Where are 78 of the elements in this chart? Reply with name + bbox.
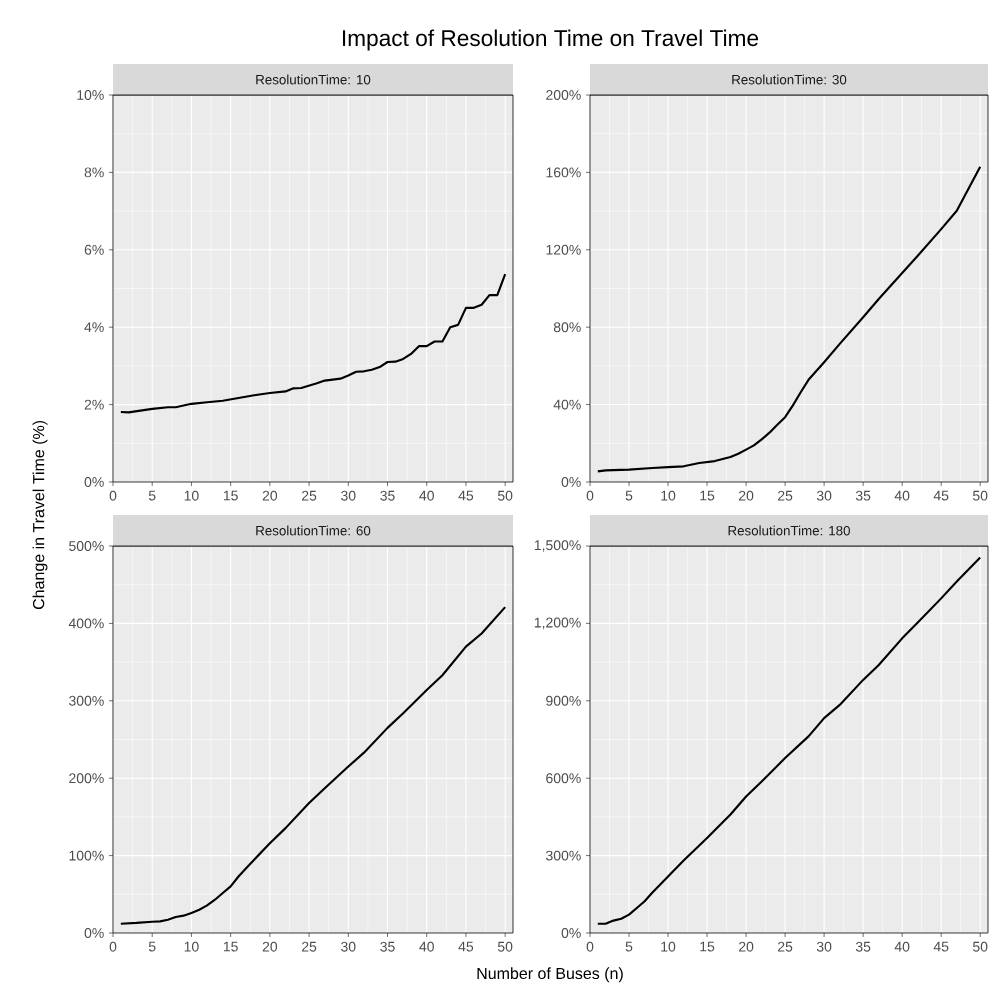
- x-tick-label: 10: [184, 490, 199, 501]
- x-tick-label: 35: [380, 490, 395, 501]
- y-tick-label: 4%: [84, 322, 104, 333]
- x-tick-label: 45: [933, 490, 949, 501]
- x-tick-label: 40: [894, 490, 910, 501]
- x-tick-label: 25: [302, 490, 317, 501]
- y-tick-label: 300%: [546, 850, 581, 861]
- y-tick-label: 300%: [69, 695, 104, 706]
- x-tick-label: 30: [341, 941, 356, 952]
- y-tick-label: 80%: [553, 322, 581, 333]
- x-tick-label: 30: [816, 490, 832, 501]
- x-tick-label: 15: [700, 490, 715, 501]
- chart-title: ResolutionTime: 60: [256, 525, 371, 536]
- x-tick-label: 20: [739, 941, 754, 952]
- y-tick-label: 100%: [69, 850, 104, 861]
- y-tick-label: 8%: [84, 167, 104, 178]
- x-tick-label: 5: [148, 490, 156, 501]
- x-tick-label: 5: [625, 941, 633, 952]
- x-tick-label: 40: [419, 941, 434, 952]
- x-tick-label: 30: [341, 490, 356, 501]
- y-tick-label: 1,500%: [534, 540, 581, 552]
- x-axis-title: Number of Buses (n): [477, 967, 623, 983]
- x-tick-label: 45: [458, 941, 474, 952]
- x-tick-label: 35: [380, 941, 395, 952]
- x-tick-label: 5: [625, 490, 633, 501]
- x-tick-label: 15: [700, 941, 715, 952]
- x-tick-label: 50: [497, 941, 513, 952]
- y-tick-label: 10%: [77, 90, 104, 100]
- y-tick-label: 120%: [546, 244, 581, 255]
- chart-title: ResolutionTime: 180: [728, 525, 850, 536]
- x-tick-label: 45: [458, 490, 474, 501]
- x-tick-label: 15: [223, 941, 238, 952]
- x-tick-label: 15: [223, 490, 238, 501]
- x-tick-label: 50: [497, 490, 513, 501]
- x-tick-label: 35: [855, 941, 871, 952]
- x-tick-label: 20: [262, 941, 278, 952]
- x-tick-label: 20: [262, 490, 278, 501]
- x-tick-label: 25: [778, 941, 793, 952]
- x-tick-label: 20: [739, 490, 754, 501]
- y-tick-label: 0%: [84, 928, 104, 938]
- line-series: [596, 165, 982, 473]
- y-tick-label: 900%: [546, 695, 581, 706]
- chart-title: ResolutionTime: 30: [732, 74, 847, 85]
- y-tick-label: 160%: [546, 167, 581, 178]
- x-tick-label: 35: [855, 490, 871, 501]
- x-tick-label: 50: [972, 490, 988, 501]
- y-tick-label: 2%: [84, 399, 104, 410]
- y-tick-label: 200%: [546, 90, 581, 100]
- y-tick-label: 1,200%: [534, 617, 581, 630]
- y-axis-title: Change in Travel Time (%): [32, 420, 48, 610]
- line-series: [596, 556, 982, 925]
- x-tick-label: 10: [661, 490, 676, 501]
- y-tick-label: 600%: [546, 773, 581, 784]
- x-tick-label: 25: [302, 941, 317, 952]
- y-tick-label: 500%: [69, 541, 104, 551]
- x-tick-label: 45: [933, 941, 949, 952]
- x-tick-label: 10: [184, 941, 199, 952]
- y-tick-label: 400%: [68, 618, 104, 629]
- y-tick-label: 0%: [561, 477, 581, 487]
- text: Impact of Resolution Time on Travel Time: [342, 29, 759, 51]
- x-tick-label: 0: [586, 941, 594, 952]
- x-tick-label: 30: [816, 941, 832, 952]
- x-tick-label: 10: [661, 941, 676, 952]
- y-tick-label: 0%: [561, 928, 581, 938]
- x-tick-label: 50: [972, 941, 988, 952]
- x-tick-label: 40: [894, 941, 910, 952]
- chart-title: ResolutionTime: 10: [256, 74, 371, 85]
- x-tick-label: 40: [419, 490, 434, 501]
- y-tick-label: 200%: [69, 773, 104, 784]
- line-series: [119, 606, 507, 925]
- x-tick-label: 25: [778, 490, 793, 501]
- x-tick-label: 0: [109, 941, 117, 952]
- x-tick-label: 0: [586, 490, 594, 501]
- x-tick-label: 5: [148, 941, 156, 952]
- x-tick-label: 0: [109, 490, 117, 501]
- y-tick-label: 40%: [553, 399, 581, 410]
- y-tick-label: 6%: [84, 244, 104, 255]
- y-tick-label: 0%: [84, 477, 104, 487]
